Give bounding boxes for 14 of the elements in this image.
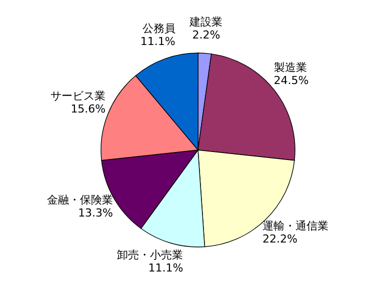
slice-label: 建設業 bbox=[188, 15, 223, 28]
data-label: 2.2% bbox=[192, 28, 220, 42]
slice-label: 卸売・小売業 bbox=[117, 248, 184, 262]
slice-label: 製造業 bbox=[274, 60, 307, 74]
slice-label: サービス業 bbox=[50, 90, 106, 102]
slice-label: 公務員 bbox=[142, 22, 176, 36]
slice-label: 運輸・通信業 bbox=[262, 220, 329, 233]
data-label: 11.1% bbox=[140, 35, 176, 48]
data-label: 24.5% bbox=[274, 74, 309, 87]
data-label: 15.6% bbox=[70, 102, 106, 116]
slice-label: 金融・保険業 bbox=[47, 194, 114, 207]
data-label: 13.3% bbox=[78, 206, 114, 220]
data-label: 11.1% bbox=[148, 261, 184, 274]
data-label: 22.2% bbox=[262, 232, 298, 246]
